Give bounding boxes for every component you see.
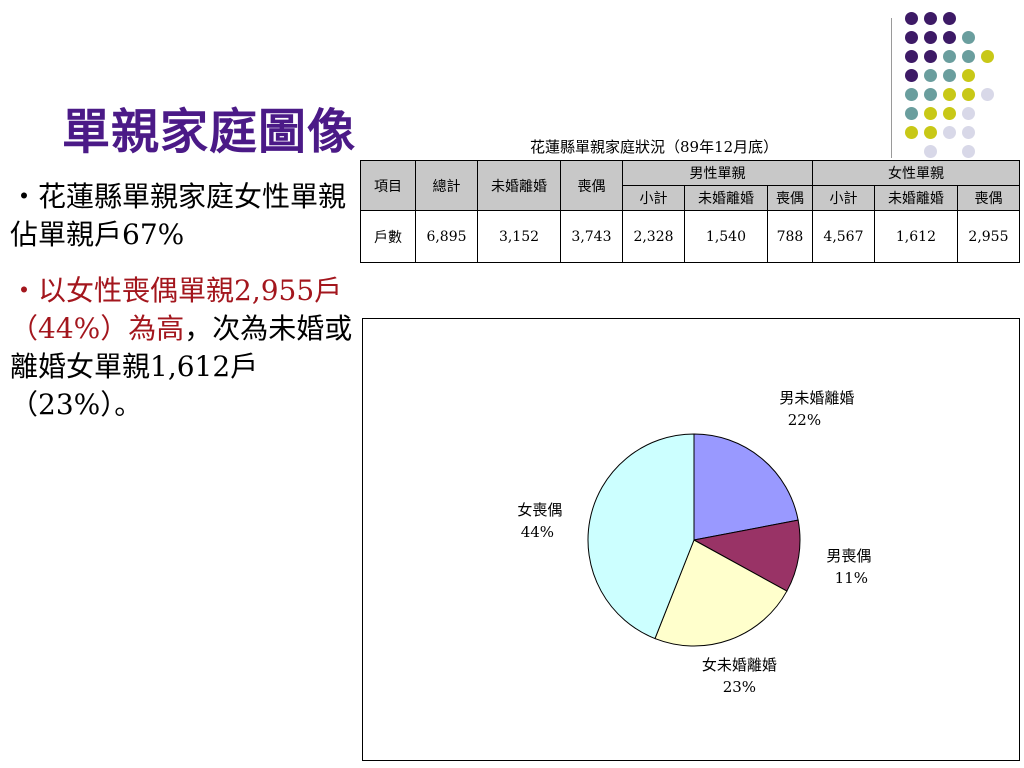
decorative-dot [905,126,918,139]
bullet-list: ・花蓮縣單親家庭女性單親佔單親戶67% ・以女性喪偶單親2,955戶（44%）為… [10,178,355,442]
decorative-dot [962,88,975,101]
decorative-dot [943,126,956,139]
header-widowed: 喪偶 [559,160,623,211]
decorative-dot [924,107,937,120]
bullet-item-widowed-highest: ・以女性喪偶單親2,955戶（44%）為高，次為未婚或離婚女單親1,612戶（2… [10,272,355,424]
pie-chart: 男未婚離婚 22% 男喪偶 11% 女未婚離婚 23% 女喪偶 44% [517,389,871,696]
slice-name-label: 男未婚離婚 [779,389,854,407]
decorative-dot [962,69,975,82]
decorative-dot [905,31,918,44]
pie-slice [692,519,801,592]
decorative-dot [924,69,937,82]
header-item: 項目 [360,160,416,211]
decorative-dot [962,31,975,44]
decorative-dot [981,88,994,101]
header-female-group: 女性單親 [811,160,1021,186]
decorative-dot [905,107,918,120]
header-female-widowed: 喪偶 [956,185,1021,211]
slice-name-label: 男喪偶 [826,547,871,565]
bullet-marker: ・ [10,274,39,307]
header-male-unmarried-divorced: 未婚離婚 [684,185,768,211]
header-unmarried-divorced: 未婚離婚 [477,160,561,211]
pie-chart-frame: 男未婚離婚 22% 男喪偶 11% 女未婚離婚 23% 女喪偶 44% [362,318,1020,761]
slice-percent-label: 11% [835,569,868,587]
slice-name-label: 女未婚離婚 [702,656,777,674]
pie-slice [693,433,799,541]
pie-slice [587,433,695,640]
decorative-dot [962,107,975,120]
bullet-text: 花蓮縣單親家庭女性單親佔單親戶67% [10,180,347,251]
bullet-tail-text: ，次為未婚或離婚女單親1,612戶（23%）。 [10,312,353,421]
slice-name-label: 女喪偶 [517,501,562,519]
header-male-group: 男性單親 [621,160,813,186]
table-title: 花蓮縣單親家庭狀況（89年12月底） [530,138,779,156]
cell-female-widowed: 2,955 [956,210,1021,263]
decorative-dot [924,50,937,63]
decorative-dot [924,145,937,158]
decorative-dot [924,31,937,44]
slide-title: 單親家庭圖像 [62,104,357,160]
decorative-dot [924,12,937,25]
decorative-dot [962,145,975,158]
slice-percent-label: 22% [788,411,821,429]
decorative-divider-line [891,18,892,158]
decorative-dot [962,50,975,63]
decorative-dot [943,31,956,44]
bullet-text: 以女性喪偶單親2,955戶（44%）為高 [10,274,343,345]
cell-male-subtotal: 2,328 [621,210,686,263]
decorative-dot [943,12,956,25]
cell-male-widowed: 788 [766,210,813,263]
decorative-dot [905,12,918,25]
decorative-dot [981,50,994,63]
header-male-subtotal: 小計 [621,185,686,211]
slice-percent-label: 44% [521,523,554,541]
row-label: 戶數 [360,210,416,263]
header-female-subtotal: 小計 [811,185,875,211]
decorative-dot [905,50,918,63]
decorative-dot [905,69,918,82]
cell-total: 6,895 [414,210,479,263]
cell-unmarried-divorced: 3,152 [477,210,561,263]
single-parent-table: 項目 總計 未婚離婚 喪偶 男性單親 女性單親 小計 未婚離婚 喪偶 小計 未婚… [360,160,1021,263]
cell-widowed: 3,743 [559,210,623,263]
decorative-dot-grid [905,12,1024,162]
pie-slice [654,539,788,647]
decorative-dot [924,126,937,139]
header-female-unmarried-divorced: 未婚離婚 [873,185,958,211]
slice-percent-label: 23% [723,678,756,696]
decorative-dot [943,88,956,101]
decorative-dot [905,88,918,101]
decorative-dot [924,88,937,101]
header-total: 總計 [414,160,479,211]
bullet-marker: ・ [10,180,39,213]
decorative-dot [943,69,956,82]
decorative-dot [943,107,956,120]
bullet-item-female-share: ・花蓮縣單親家庭女性單親佔單親戶67% [10,178,355,254]
cell-male-unmarried-divorced: 1,540 [684,210,768,263]
cell-female-subtotal: 4,567 [811,210,875,263]
header-male-widowed: 喪偶 [766,185,813,211]
cell-female-unmarried-divorced: 1,612 [873,210,958,263]
decorative-dot [962,126,975,139]
decorative-dot [943,50,956,63]
